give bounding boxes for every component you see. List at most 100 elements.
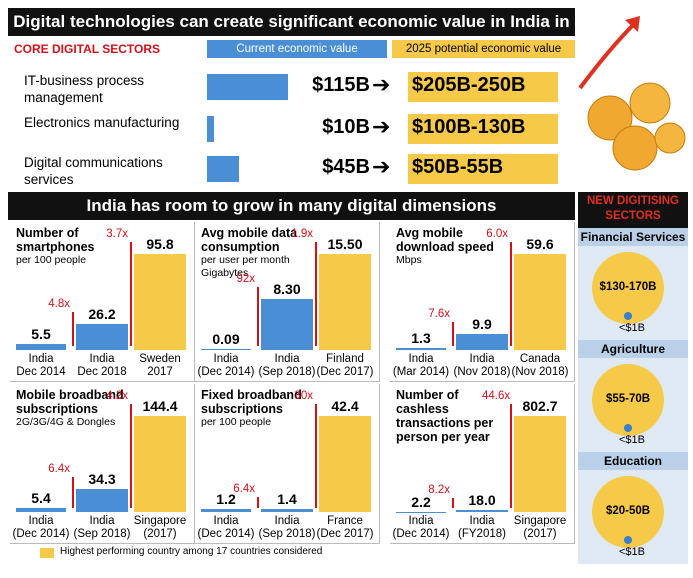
chart-title: Avg mobile download speed Mbps: [396, 226, 508, 267]
bar: [514, 416, 566, 512]
potential-label: $50B-55B: [412, 156, 504, 178]
period-label: (Dec 2014): [392, 528, 450, 540]
multiplier-arrow: [452, 497, 454, 508]
multiplier-arrow: [257, 286, 259, 346]
multiplier: 92x: [236, 272, 255, 285]
arrow: ➔: [372, 154, 391, 179]
multiplier-arrow: [510, 242, 512, 346]
sidebar-current: <$1B: [619, 434, 645, 446]
bar: [76, 323, 128, 350]
sidebar-potential: $20-50B: [605, 505, 651, 517]
bar: [456, 509, 508, 512]
chart-subtitle: Mbps: [396, 254, 422, 266]
chart-title-text: Number of cashless transactions per pers…: [396, 388, 494, 444]
period-label: (Mar 2014): [392, 366, 450, 378]
bar: [319, 416, 371, 512]
multiplier: 8.2x: [428, 483, 450, 496]
period-label: 2017: [147, 366, 173, 378]
sector-name: Digital communications services: [24, 155, 163, 187]
chart-panel: Avg mobile data consumption per user per …: [195, 222, 380, 382]
chart-panel: Avg mobile download speed Mbps 1.3 India (Ma…: [390, 222, 575, 382]
value-label: 8.30: [273, 280, 301, 297]
legend-potential: 2025 potential economic value: [392, 40, 575, 58]
bar: [134, 254, 186, 350]
multiplier-arrow: [510, 404, 512, 508]
bar: [134, 416, 186, 512]
value-label: 2.2: [411, 493, 431, 510]
arrow: ➔: [372, 114, 391, 139]
footnote-swatch: [40, 548, 54, 558]
current-dot: [624, 536, 632, 544]
period-label: (Dec 2017): [316, 366, 374, 378]
multiplier-arrow: [315, 404, 317, 508]
category-label: Sweden: [139, 353, 181, 365]
multiplier-arrow: [130, 404, 132, 508]
value-label: 144.4: [142, 398, 178, 414]
chart-title-text: Avg mobile download speed: [396, 226, 494, 254]
multiplier-arrow: [130, 242, 132, 346]
multiplier: 6.0x: [486, 228, 508, 240]
sector-name: Electronics manufacturing: [24, 115, 180, 130]
multiplier: 1.9x: [291, 228, 313, 240]
sidebar-potential: $130-170B: [599, 281, 657, 293]
value-label: 1.3: [411, 329, 431, 346]
category-label: India: [28, 515, 54, 527]
multiplier: 3.7x: [106, 228, 128, 240]
arrow: ➔: [372, 72, 391, 97]
current-dot: [624, 424, 632, 432]
period-label: (2017): [523, 528, 557, 540]
category-label: India: [408, 353, 434, 365]
category-label: Singapore: [133, 515, 187, 527]
potential-block: [408, 154, 558, 184]
bar: [16, 344, 66, 350]
multiplier: 6.4x: [48, 463, 70, 476]
period-label: (Dec 2014): [197, 366, 255, 378]
category-label: France: [327, 515, 363, 527]
value-label: 1.2: [216, 491, 236, 508]
category-label: India: [274, 515, 300, 527]
potential-label: $205B-250B: [412, 74, 526, 96]
category-label: India: [213, 515, 239, 527]
sidebar-item-name: Education: [578, 452, 688, 470]
multiplier: 4.2x: [106, 390, 128, 402]
chart-title: Mobile broadband subscriptions 2G/3G/4G &…: [16, 388, 128, 429]
chart-title: Number of cashless transactions per pers…: [396, 388, 508, 444]
bar: [261, 298, 313, 350]
category-label: Finland: [326, 353, 364, 365]
period-label: (Sep 2018): [258, 366, 316, 378]
bar: [76, 489, 128, 512]
category-label: India: [28, 353, 54, 365]
main-title: Digital technologies can create signific…: [8, 8, 575, 59]
bar: [201, 509, 251, 512]
period-label: (Sep 2018): [73, 528, 131, 540]
sectors-header: CORE DIGITAL SECTORS: [14, 42, 161, 56]
chart-panel: Number of cashless transactions per pers…: [390, 384, 575, 544]
period-label: (2017): [143, 528, 177, 540]
period-label: (Dec 2017): [316, 528, 374, 540]
multiplier-arrow: [257, 496, 259, 508]
chart-title: Fixed broadband subscriptions per 100 peo…: [201, 388, 313, 429]
value-label: 18.0: [468, 491, 496, 508]
value-label: 59.6: [526, 236, 554, 252]
bar: [16, 508, 66, 512]
period-label: Dec 2018: [77, 366, 127, 378]
chart-panel: Fixed broadband subscriptions per 100 peo…: [195, 384, 380, 544]
category-label: Singapore: [513, 515, 567, 527]
chart-panel: Mobile broadband subscriptions 2G/3G/4G &…: [10, 384, 195, 544]
coins-decoration: [578, 16, 686, 171]
current-label: $115B: [312, 74, 370, 96]
potential-block: [408, 114, 558, 144]
current-bar: [207, 156, 239, 182]
legend-current: Current economic value: [207, 40, 387, 58]
period-label: (Dec 2014): [12, 528, 70, 540]
multiplier: 30x: [294, 390, 313, 402]
value-label: 34.3: [88, 471, 116, 488]
value-label: 9.9: [472, 316, 492, 333]
category-label: India: [408, 515, 434, 527]
multiplier: 4.8x: [48, 297, 70, 310]
multiplier-arrow: [315, 242, 317, 346]
bar: [319, 254, 371, 350]
sidebar-current: <$1B: [619, 322, 645, 334]
multiplier: 44.6x: [482, 390, 511, 402]
